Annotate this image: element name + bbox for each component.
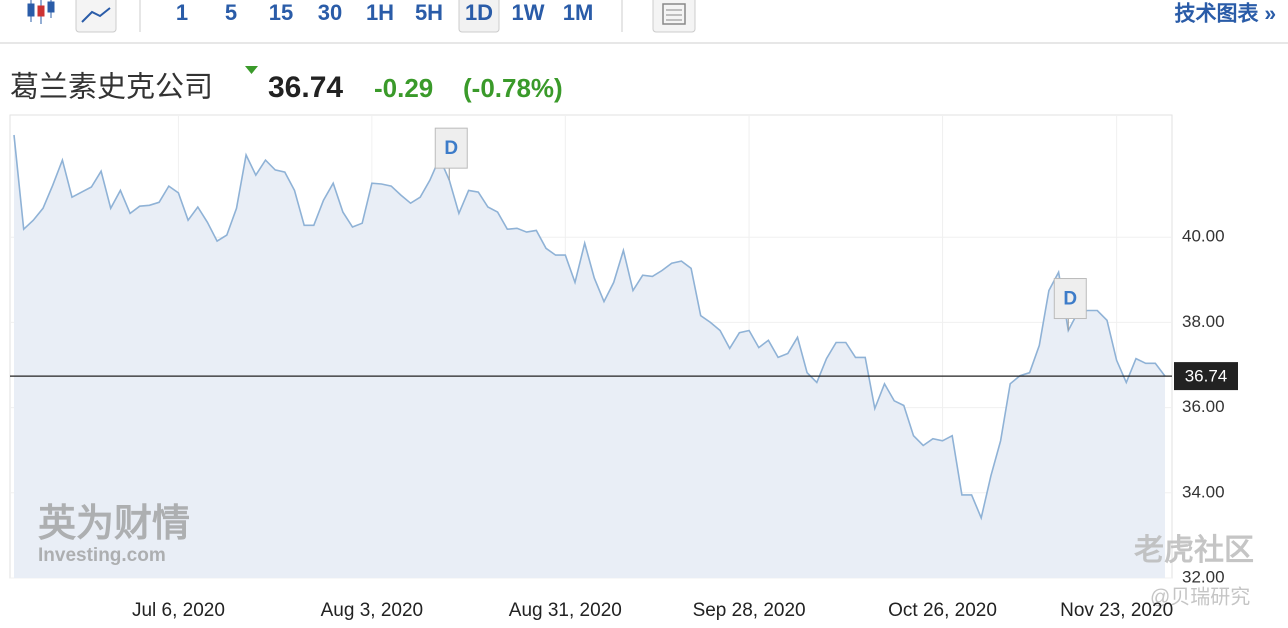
change-percent: (-0.78%)	[463, 73, 563, 103]
x-tick-label: Nov 23, 2020	[1060, 600, 1173, 621]
marks: DD	[13, 127, 1166, 578]
last-price-box	[1174, 362, 1238, 391]
interval-button[interactable]: 1	[176, 0, 188, 25]
interval-button[interactable]: 1D	[465, 0, 493, 25]
area-fill	[14, 135, 1165, 578]
y-tick-label: 34.00	[1182, 482, 1225, 501]
interval-button[interactable]: 15	[269, 0, 293, 25]
line-icon[interactable]	[75, 0, 117, 33]
interval-button[interactable]: 1H	[366, 0, 394, 25]
price-line	[13, 134, 1166, 521]
dividend-marker	[1053, 278, 1087, 320]
y-tick-label: 32.00	[1182, 567, 1225, 586]
x-tick-label: Oct 26, 2020	[888, 600, 997, 621]
interval-button[interactable]: 1M	[563, 0, 594, 25]
interval-button[interactable]: 30	[318, 0, 342, 25]
y-tick-label: 38.00	[1182, 312, 1225, 331]
instrument-name: 葛兰素史克公司	[10, 71, 213, 104]
watermark: 老虎社区	[1134, 534, 1254, 567]
news-icon[interactable]	[652, 0, 696, 33]
down-indicator	[245, 66, 258, 74]
dividend-label: D	[444, 138, 458, 159]
x-tick-label: Sep 28, 2020	[693, 600, 806, 621]
dividend-label: D	[1063, 289, 1077, 310]
interval-button[interactable]: 5H	[415, 0, 443, 25]
last-price-label: 36.74	[1185, 367, 1228, 386]
change: -0.29	[374, 73, 433, 103]
technical-chart-link[interactable]: 技术图表 »	[1174, 3, 1276, 26]
watermark: @贝瑞研究	[1150, 585, 1250, 608]
dividend-marker	[434, 127, 468, 169]
interval-button[interactable]: 5	[225, 0, 237, 25]
axes: 32.00 34.00 36.00 38.00 40.00 Jul 6, 2020 Aug …	[10, 227, 1238, 621]
watermark: 英为财情	[38, 503, 190, 545]
y-tick-label: 36.00	[1182, 397, 1225, 416]
selected-interval-bg	[458, 0, 500, 33]
x-tick-label: Aug 31, 2020	[509, 600, 622, 621]
watermark: Investing.com	[38, 545, 166, 566]
y-tick-label: 40.00	[1182, 227, 1225, 246]
price: 36.74	[268, 71, 343, 104]
x-tick-label: Aug 3, 2020	[321, 600, 423, 621]
interval-button[interactable]: 1W	[512, 0, 545, 25]
x-tick-label: Jul 6, 2020	[132, 600, 225, 621]
candle-icon[interactable]	[27, 0, 55, 24]
